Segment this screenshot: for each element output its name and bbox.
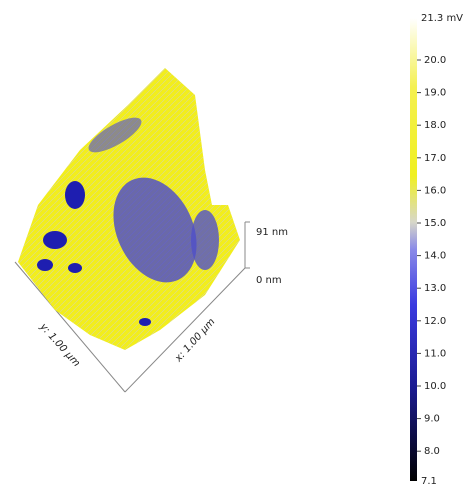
colorbar-max-label: 21.3 mV [421,13,463,24]
colorbar-tick-label: 19.0 [424,88,446,99]
colorbar-tick-label: 17.0 [424,153,446,164]
afm-figure: 91 nm 0 nm y: 1.00 µm x: 1.00 µm 21.3 mV… [0,0,468,490]
colorbar-tick-label: 14.0 [424,251,446,262]
blue-region [68,263,82,273]
colorbar [410,18,417,481]
blue-region [139,318,151,326]
colorbar-tick-label: 11.0 [424,348,446,359]
x-axis-label: x: 1.00 µm [173,316,218,364]
colorbar-tick-label: 16.0 [424,185,446,196]
colorbar-tick-label: 15.0 [424,218,446,229]
colorbar-ticks: 20.0 19.0 18.0 17.0 16.0 15.0 14.0 13.0 12.0 11.0… [417,55,446,457]
blue-region [191,210,219,270]
colorbar-tick-label: 10.0 [424,381,446,392]
blue-region [65,181,85,209]
surface [15,68,250,392]
colorbar-tick-label: 20.0 [424,55,446,66]
colorbar-tick-label: 8.0 [424,446,440,457]
blue-region [43,231,67,249]
blue-region [37,259,53,271]
colorbar-min-label: 7.1 [421,476,437,487]
colorbar-tick-label: 9.0 [424,414,440,425]
y-axis-label: y: 1.00 µm [37,321,82,369]
colorbar-tick-label: 13.0 [424,283,446,294]
z-bottom-label: 0 nm [256,275,282,286]
colorbar-tick-label: 12.0 [424,316,446,327]
colorbar-tick-label: 18.0 [424,120,446,131]
z-top-label: 91 nm [256,227,288,238]
